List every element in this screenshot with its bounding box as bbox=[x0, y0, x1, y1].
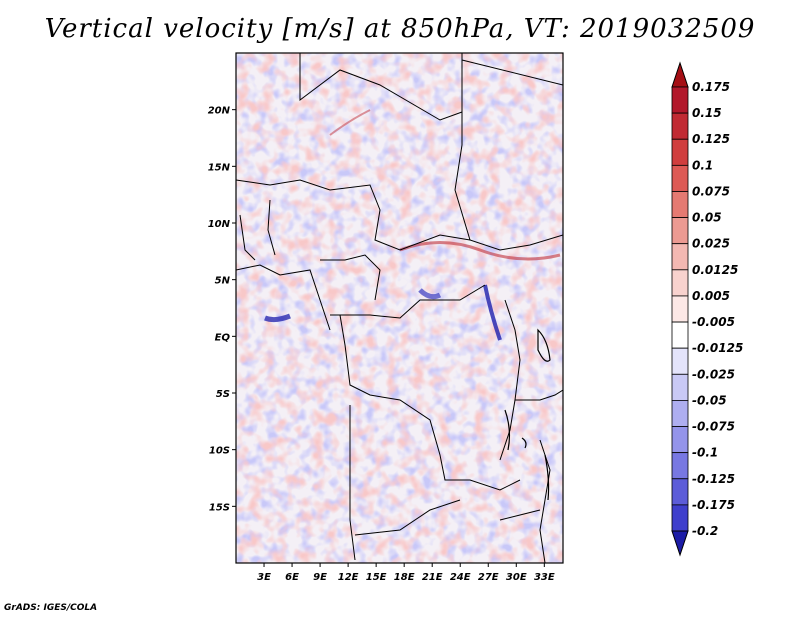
colorbar-label: 0.1 bbox=[692, 158, 713, 172]
updraft-feature bbox=[483, 284, 502, 341]
border-line bbox=[499, 299, 521, 461]
grads-credit: GrADS: IGES/COLA bbox=[4, 603, 98, 613]
lat-tick-label: 10N bbox=[208, 219, 231, 230]
colorbar-swatch bbox=[671, 504, 689, 532]
colorbar-label: -0.125 bbox=[692, 472, 735, 486]
border-line bbox=[330, 284, 486, 319]
border-line bbox=[339, 314, 521, 491]
lat-tick-label: EQ bbox=[215, 332, 231, 343]
colorbar-label: 0.0125 bbox=[692, 263, 738, 277]
colorbar-label: -0.075 bbox=[692, 420, 735, 434]
lat-tick-label: 5S bbox=[216, 389, 230, 400]
colorbar-label: -0.025 bbox=[692, 367, 735, 381]
lake-mweru bbox=[521, 437, 527, 449]
lon-tick-label: 27E bbox=[478, 572, 499, 583]
lon-tick-label: 33E bbox=[534, 572, 555, 583]
lon-tick-label: 30E bbox=[506, 572, 527, 583]
colorbar-top-triangle bbox=[671, 61, 689, 88]
colorbar: 0.175 0.15 0.125 0.1 0.075 0.05 0.025 0.0125 0.0… bbox=[671, 61, 743, 557]
colorbar-label: 0.175 bbox=[692, 80, 730, 94]
colorbar-swatch bbox=[671, 86, 689, 114]
border-line bbox=[236, 179, 471, 251]
colorbar-label: 0.025 bbox=[692, 237, 730, 251]
colorbar-label: -0.2 bbox=[692, 524, 718, 538]
colorbar-swatch bbox=[671, 164, 689, 192]
lon-tick-label: 21E bbox=[422, 572, 443, 583]
colorbar-label: -0.175 bbox=[692, 498, 735, 512]
colorbar-label: -0.005 bbox=[692, 315, 735, 329]
colorbar-bottom-triangle bbox=[671, 530, 689, 557]
lon-tick-label: 12E bbox=[338, 572, 359, 583]
lake-tanganyika bbox=[504, 409, 511, 451]
lake-victoria bbox=[537, 328, 551, 362]
colorbar-swatch bbox=[671, 452, 689, 480]
colorbar-swatch bbox=[671, 269, 689, 297]
field-plot bbox=[236, 53, 563, 563]
colorbar-swatch bbox=[671, 217, 689, 245]
border-line bbox=[239, 214, 256, 261]
colorbar-label: -0.1 bbox=[692, 446, 718, 460]
country-borders bbox=[236, 53, 563, 563]
lon-tick-label: 24E bbox=[450, 572, 471, 583]
colorbar-swatch bbox=[671, 112, 689, 140]
colorbar-label: 0.05 bbox=[692, 211, 722, 225]
updraft-feature bbox=[418, 288, 442, 300]
plot-frame bbox=[235, 52, 564, 564]
colorbar-swatch bbox=[671, 243, 689, 271]
colorbar-label: 0.15 bbox=[692, 106, 722, 120]
border-line bbox=[320, 254, 381, 301]
lat-tick-label: 5N bbox=[215, 276, 231, 287]
lon-tick-label: 9E bbox=[313, 572, 327, 583]
velocity-field bbox=[236, 53, 563, 563]
lon-tick-label: 3E bbox=[257, 572, 271, 583]
lake-malawi bbox=[544, 454, 550, 501]
colorbar-swatch bbox=[671, 321, 689, 349]
colorbar-label: -0.05 bbox=[692, 393, 727, 407]
lat-tick-label: 20N bbox=[208, 106, 231, 117]
lat-tick-label: 15N bbox=[208, 162, 231, 173]
colorbar-swatch bbox=[671, 373, 689, 401]
colorbar-swatch bbox=[671, 191, 689, 218]
updraft-feature bbox=[264, 313, 291, 323]
colorbar-swatch bbox=[671, 478, 689, 506]
border-line bbox=[267, 199, 276, 256]
colorbar-label: -0.0125 bbox=[692, 341, 743, 355]
colorbar-swatch bbox=[671, 295, 689, 323]
lat-tick-label: 10S bbox=[209, 446, 230, 457]
colorbar-label: 0.075 bbox=[692, 184, 730, 198]
border-line bbox=[354, 499, 461, 536]
border-line bbox=[499, 509, 541, 521]
lon-tick-label: 15E bbox=[366, 572, 387, 583]
longitude-axis: 3E 6E 9E 12E 15E 18E 21E 24E 27E 30E 33E bbox=[257, 563, 555, 583]
border-line bbox=[515, 389, 563, 401]
lon-tick-label: 18E bbox=[394, 572, 415, 583]
border-line bbox=[461, 59, 563, 86]
map-title: Vertical velocity [m/s] at 850hPa, VT: 2… bbox=[44, 14, 756, 44]
lat-tick-label: 15S bbox=[209, 502, 230, 513]
border-line bbox=[349, 405, 356, 561]
lakes bbox=[504, 328, 551, 501]
latitude-axis: 20N 15N 10N 5N EQ 5S 10S 15S bbox=[208, 106, 236, 513]
lon-tick-label: 6E bbox=[285, 572, 299, 583]
colorbar-label: 0.125 bbox=[692, 132, 730, 146]
subsidence-feature bbox=[329, 109, 371, 136]
colorbar-swatch bbox=[671, 400, 689, 427]
border-line bbox=[236, 264, 331, 331]
colorbar-swatch bbox=[671, 347, 689, 375]
colorbar-swatch bbox=[671, 138, 689, 166]
colorbar-label: 0.005 bbox=[692, 289, 730, 303]
colorbar-swatch bbox=[671, 426, 689, 454]
subsidence-feature bbox=[399, 241, 561, 261]
border-line bbox=[539, 439, 551, 563]
